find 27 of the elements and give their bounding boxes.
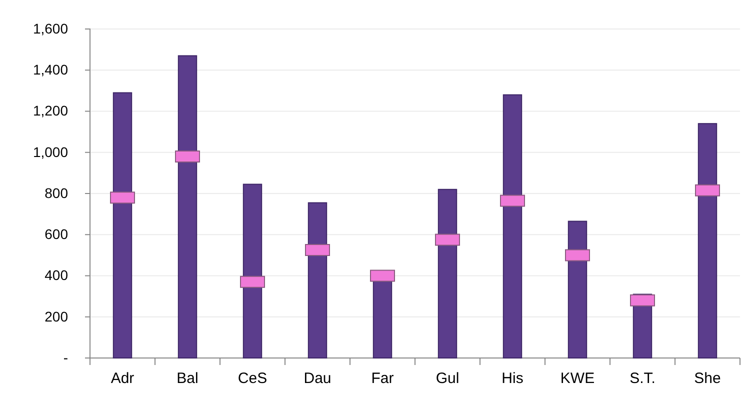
y-tick-label: - xyxy=(63,349,68,366)
bar xyxy=(698,123,718,358)
y-tick-label: 1,400 xyxy=(32,62,68,78)
y-tick-label: 800 xyxy=(44,184,68,201)
x-tick-label: Far xyxy=(371,370,394,387)
y-tick-label: 1,600 xyxy=(32,20,68,36)
x-tick-label: Bal xyxy=(176,370,198,387)
x-tick-label: CeS xyxy=(238,370,268,387)
bar xyxy=(308,202,328,358)
y-tick-label: 400 xyxy=(44,267,68,284)
bar xyxy=(112,92,132,358)
y-tick-label: 200 xyxy=(44,308,68,324)
x-tick-label: Dau xyxy=(304,370,332,387)
x-tick-label: KWE xyxy=(560,370,595,387)
y-tick-label: 1,000 xyxy=(32,144,68,160)
x-tick-label: S.T. xyxy=(630,370,656,387)
bar xyxy=(438,188,458,358)
bar xyxy=(502,94,522,358)
y-tick-label: 600 xyxy=(44,226,68,242)
x-tick-label: She xyxy=(694,370,721,387)
x-tick-label: His xyxy=(502,370,524,387)
bar xyxy=(242,184,262,358)
bar xyxy=(568,220,588,358)
bar xyxy=(178,55,198,358)
x-tick-label: Gul xyxy=(436,370,460,387)
y-tick-label: 1,200 xyxy=(32,102,68,119)
x-tick-label: Adr xyxy=(110,370,134,387)
